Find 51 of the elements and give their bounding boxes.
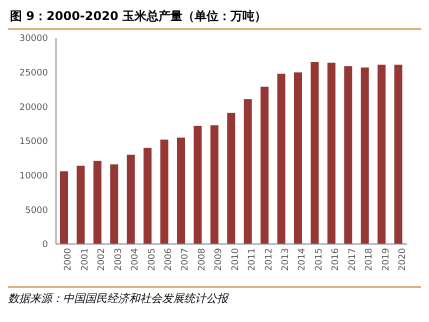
bar — [378, 64, 386, 244]
x-tick-label: 2008 — [197, 248, 208, 271]
bar — [310, 62, 319, 244]
bar — [60, 171, 68, 244]
x-tick-label: 2000 — [64, 248, 74, 271]
x-tick-label: 2002 — [97, 248, 108, 271]
x-tick-label: 2019 — [381, 248, 392, 271]
x-tick-label: 2005 — [147, 248, 158, 271]
y-tick-label: 5000 — [25, 206, 48, 216]
bar — [344, 66, 352, 244]
source-note: 数据来源：中国国民经济和社会发展统计公报 — [8, 288, 421, 306]
x-tick-label: 2012 — [264, 248, 274, 271]
bar — [93, 160, 102, 244]
bar — [110, 164, 118, 244]
bar — [76, 166, 85, 244]
x-tick-label: 2013 — [281, 248, 292, 271]
x-tick-label: 2006 — [164, 248, 174, 271]
bar — [126, 154, 135, 244]
x-tick-label: 2016 — [331, 248, 342, 271]
bar — [327, 62, 336, 244]
y-tick-label: 25000 — [19, 68, 48, 79]
bar — [177, 138, 185, 244]
x-tick-label: 2017 — [348, 248, 358, 271]
y-tick-label: 10000 — [19, 172, 48, 182]
y-tick-label: 30000 — [19, 34, 48, 44]
y-tick-label: 20000 — [19, 102, 48, 113]
x-tick-label: 2014 — [298, 248, 308, 271]
bar — [260, 86, 269, 244]
bar — [394, 64, 402, 244]
x-tick-label: 2007 — [180, 248, 191, 271]
bar — [194, 126, 202, 244]
y-tick-label: 0 — [42, 240, 48, 250]
bar — [294, 72, 302, 244]
bar — [244, 99, 252, 244]
x-tick-label: 2004 — [130, 248, 141, 271]
x-tick-label: 2003 — [114, 248, 124, 271]
bar — [360, 68, 369, 244]
bar — [227, 112, 236, 244]
chart-title: 图 9：2000-2020 玉米总产量（单位：万吨） — [8, 8, 421, 30]
x-tick-label: 2001 — [80, 248, 90, 271]
x-tick-label: 2009 — [214, 248, 224, 271]
x-tick-label: 2010 — [230, 248, 241, 271]
bar — [160, 140, 168, 244]
bar — [277, 74, 286, 244]
x-tick-label: 2018 — [364, 248, 375, 271]
x-tick-label: 2020 — [398, 248, 408, 271]
x-tick-label: 2015 — [314, 248, 324, 271]
bar — [144, 148, 152, 244]
y-tick-label: 15000 — [19, 137, 48, 148]
bar — [210, 125, 218, 244]
x-tick-label: 2011 — [248, 248, 258, 271]
